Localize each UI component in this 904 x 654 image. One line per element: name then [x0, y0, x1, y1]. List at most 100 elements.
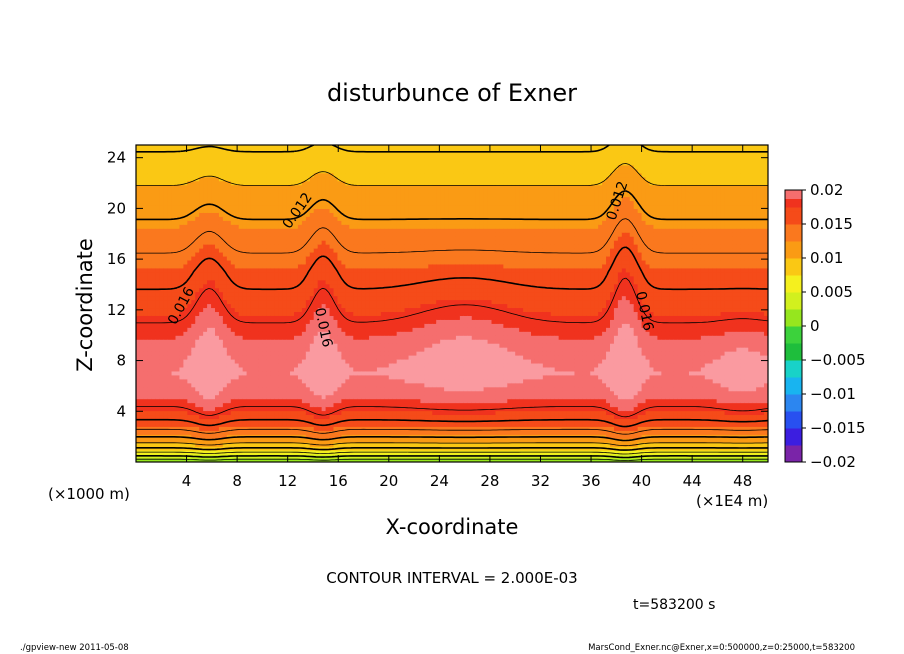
colorbar-segment: [785, 394, 802, 399]
x-tick-label: 36: [581, 472, 600, 490]
colorbar-segment: [785, 270, 802, 276]
contour-lines: [136, 145, 768, 461]
colorbar-segment: [785, 300, 802, 306]
x-unit-right: (×1E4 m): [696, 492, 768, 510]
colorbar-segment: [785, 428, 802, 433]
y-tick-label: 4: [116, 402, 126, 420]
colorbar-segment: [785, 232, 802, 238]
colorbar-segment: [785, 385, 802, 391]
colorbar-label: 0.015: [810, 215, 853, 233]
colorbar-segment: [785, 262, 802, 267]
colorbar-segment: [785, 343, 802, 348]
colorbar-segment: [785, 381, 802, 386]
colorbar-segment: [785, 228, 802, 233]
colorbar-segment: [785, 389, 802, 395]
colorbar-segment: [785, 402, 802, 408]
colorbar-segment: [785, 279, 802, 284]
colorbar-segment: [785, 398, 802, 403]
footer-left: ./gpview-new 2011-05-08: [20, 643, 129, 653]
colorbar-segment: [785, 321, 802, 327]
colorbar-segment: [785, 453, 802, 459]
colorbar-segment: [785, 304, 802, 310]
colorbar-segment: [785, 355, 802, 361]
colorbar-segment: [785, 313, 802, 318]
colorbar-label: 0.01: [810, 249, 843, 267]
colorbar-segment: [785, 360, 802, 365]
x-tick-label: 48: [733, 472, 752, 490]
colorbar-segment: [785, 436, 802, 442]
colorbar-segment: [785, 266, 802, 272]
contour-field: [136, 145, 768, 462]
colorbar-segment: [785, 224, 802, 229]
colorbar-label: −0.01: [810, 385, 856, 403]
colorbar-segment: [785, 283, 802, 289]
colorbar-segment: [785, 309, 802, 314]
colorbar-segment: [785, 317, 802, 323]
y-axis-label: Z-coordinate: [73, 238, 97, 372]
contour-interval-note: CONTOUR INTERVAL = 2.000E-03: [326, 569, 577, 587]
x-tick-label: 44: [683, 472, 702, 490]
colorbar-segment: [785, 338, 802, 344]
y-tick-label: 8: [116, 352, 126, 370]
colorbar-segment: [785, 411, 802, 416]
x-tick-label: 40: [632, 472, 651, 490]
colorbar-segment: [785, 296, 802, 301]
colorbar-segment: [785, 190, 802, 195]
colorbar-segment: [785, 211, 802, 216]
colorbar-label: −0.015: [810, 419, 866, 437]
colorbar-label: −0.02: [810, 453, 856, 471]
colorbar-segment: [785, 253, 802, 259]
colorbar-segment: [785, 287, 802, 293]
x-tick-label: 32: [531, 472, 550, 490]
colorbar-label: 0.005: [810, 283, 853, 301]
colorbar-segment: [785, 364, 802, 369]
colorbar-segment: [785, 449, 802, 454]
x-tick-label: 16: [329, 472, 348, 490]
colorbar-segment: [785, 330, 802, 335]
y-tick-label: 12: [107, 301, 126, 319]
x-tick-label: 28: [480, 472, 499, 490]
colorbar-segment: [785, 445, 802, 450]
time-label: t=583200 s: [633, 597, 715, 613]
y-tick-label: 20: [107, 199, 126, 217]
colorbar-segment: [785, 415, 802, 420]
colorbar-segment: [785, 241, 802, 246]
colorbar: 0.02 0.015 0.01 0.005 0 −0.005 −0.01 −0.015 −0.0…: [784, 181, 866, 471]
colorbar-segment: [785, 292, 802, 297]
colorbar-label: 0: [810, 317, 820, 335]
colorbar-segment: [785, 207, 802, 212]
x-tick-label: 24: [430, 472, 449, 490]
colorbar-label: 0.02: [810, 181, 843, 199]
colorbar-segment: [785, 406, 802, 412]
x-tick-label: 12: [278, 472, 297, 490]
colorbar-segment: [785, 432, 802, 437]
colorbar-segment: [785, 219, 802, 225]
colorbar-segment: [785, 368, 802, 374]
x-tick-label: 20: [379, 472, 398, 490]
colorbar-segment: [785, 377, 802, 382]
colorbar-segment: [785, 194, 802, 199]
x-axis: 4 8 12 16 20 24 28 32 36 40 44 48: [182, 145, 752, 490]
colorbar-segment: [785, 198, 802, 204]
y-tick-label: 16: [107, 250, 126, 268]
colorbar-segment: [785, 258, 802, 263]
chart-title: disturbunce of Exner: [327, 79, 577, 107]
colorbar-segment: [785, 249, 802, 255]
colorbar-segment: [785, 423, 802, 429]
colorbar-segment: [785, 202, 802, 208]
colorbar-segment: [785, 347, 802, 352]
colorbar-segment: [785, 245, 802, 250]
colorbar-segment: [785, 440, 802, 446]
x-tick-label: 8: [232, 472, 242, 490]
colorbar-segment: [785, 419, 802, 425]
colorbar-segment: [785, 372, 802, 378]
x-tick-label: 4: [182, 472, 192, 490]
plot-frame: [135, 144, 769, 463]
colorbar-label: −0.005: [810, 351, 866, 369]
x-axis-label: X-coordinate: [386, 515, 519, 539]
x-unit-left: (×1000 m): [48, 485, 130, 503]
y-axis: 4 8 12 16 20 24: [107, 149, 768, 420]
colorbar-segment: [785, 334, 802, 340]
